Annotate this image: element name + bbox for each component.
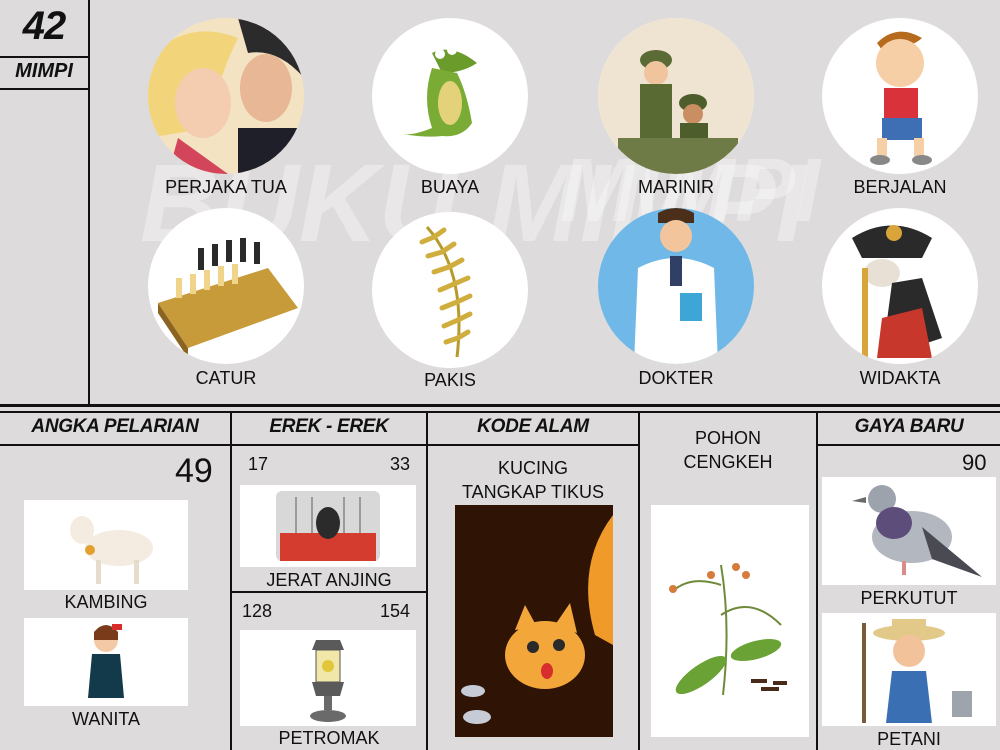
petromak-image [240, 630, 416, 726]
dream-label: BUAYA [420, 177, 480, 197]
erek-number-left: 17 [248, 454, 269, 474]
kode-alam-line2: TANGKAP TIKUS [461, 482, 605, 502]
divider [816, 411, 818, 750]
petani-image [822, 613, 996, 726]
wanita-image [24, 618, 188, 706]
dream-label: CATUR [195, 368, 257, 388]
erek-number-right: 33 [390, 454, 411, 474]
dove-icon [852, 485, 982, 577]
dream-image-pakis [372, 212, 528, 368]
divider [426, 411, 428, 750]
dream-image-marinir [598, 18, 754, 174]
erek-number-left: 128 [242, 601, 273, 621]
dream-image-perjaka-tua [148, 18, 304, 174]
clove-plant-icon [669, 563, 787, 696]
farmer-icon [862, 619, 972, 723]
item-label: PETANI [877, 729, 941, 749]
wayang-icon [852, 225, 942, 358]
angka-pelarian-number: 49 [175, 452, 213, 490]
divider [0, 444, 638, 446]
section-title-erek-erek: EREK - EREK [269, 416, 389, 437]
woman-icon [88, 624, 124, 698]
divider [88, 0, 90, 404]
cat-mouse-icon [455, 505, 613, 737]
item-label: PERKUTUT [860, 588, 958, 608]
goat-icon [70, 516, 153, 584]
dream-number-box: 42 MIMPI [0, 0, 88, 88]
gaya-baru-number: 90 [962, 450, 987, 475]
dog-cage-icon [276, 491, 380, 561]
chess-board-icon [158, 238, 298, 358]
erek-number-right: 154 [380, 601, 411, 621]
divider [0, 56, 88, 58]
walking-boy-icon [870, 31, 932, 165]
dream-number: 42 [22, 4, 67, 48]
item-label: PETROMAK [278, 728, 380, 748]
dream-image-buaya [372, 18, 528, 174]
kode-alam-image [455, 505, 613, 737]
pohon-image [651, 505, 809, 737]
kode-alam-line1: KUCING [497, 458, 568, 478]
divider [0, 88, 88, 90]
dream-label: MARINIR [638, 177, 714, 197]
item-label: WANITA [72, 709, 140, 729]
lantern-icon [310, 640, 346, 722]
dream-label: WIDAKTA [859, 368, 941, 388]
dream-image-dokter [598, 208, 754, 364]
dream-number-label: MIMPI [15, 60, 73, 82]
pohon-line2: CENGKEH [683, 452, 773, 472]
crocodile-icon [402, 45, 477, 137]
dream-image-berjalan [822, 18, 978, 174]
doctor-icon [634, 208, 718, 364]
divider [0, 411, 1000, 413]
item-label: KAMBING [64, 592, 148, 612]
dream-label: DOKTER [638, 368, 714, 388]
item-label: JERAT ANJING [266, 570, 392, 590]
dream-label: BERJALAN [853, 177, 947, 197]
section-title-gaya-baru: GAYA BARU [854, 416, 964, 437]
dream-label: PERJAKA TUA [165, 177, 287, 197]
dream-image-widakta [822, 208, 978, 364]
pohon-line1: POHON [694, 428, 761, 448]
perkutut-image [822, 477, 996, 585]
section-title-angka-pelarian: ANGKA PELARIAN [31, 416, 199, 437]
divider [232, 591, 426, 593]
divider [638, 411, 640, 750]
divider [816, 444, 1000, 446]
jerat-anjing-image [240, 485, 416, 567]
divider [0, 404, 1000, 407]
fern-icon [410, 212, 510, 368]
section-title-kode-alam: KODE ALAM [477, 416, 589, 437]
soldiers-icon [598, 18, 754, 174]
kambing-image [24, 500, 188, 590]
couple-icon [148, 18, 304, 174]
dream-label: PAKIS [424, 370, 476, 390]
divider [230, 411, 232, 750]
dream-image-catur [148, 208, 304, 364]
